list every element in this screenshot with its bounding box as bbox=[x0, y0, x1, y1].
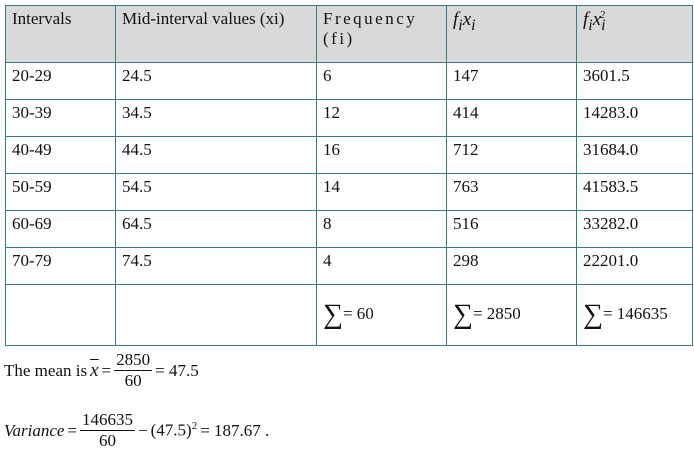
table-cell: 14283.0 bbox=[576, 99, 693, 137]
table-cell: 414 bbox=[446, 99, 577, 137]
denominator: 60 bbox=[99, 431, 117, 450]
text: = 47.5 bbox=[155, 360, 199, 380]
table-row: 40-49 44.5 16 712 31684.0 bbox=[5, 136, 693, 174]
table-cell: 298 bbox=[446, 247, 577, 285]
table-cell: 74.5 bbox=[115, 247, 317, 285]
table-cell: 54.5 bbox=[115, 173, 317, 211]
table-body: 20-29 24.5 6 147 3601.5 30-39 34.5 12 414 14283.0… bbox=[5, 62, 693, 346]
total-value: = 146635 bbox=[602, 304, 668, 323]
sub: i bbox=[471, 16, 476, 34]
table-row: 50-59 54.5 14 763 41583.5 bbox=[5, 173, 693, 211]
var: f bbox=[583, 9, 589, 31]
table-cell: 147 bbox=[446, 62, 577, 100]
table-cell: 70-79 bbox=[5, 247, 116, 285]
sum-sign: ∑ bbox=[453, 299, 473, 330]
header-cell: Intervals bbox=[5, 5, 116, 63]
totals-row: ∑= 60 ∑= 2850 ∑= 146635 bbox=[5, 284, 693, 346]
variance-line: Variance = 146635 60 − (47.5)2 = 187.67 . bbox=[4, 410, 269, 451]
total-cell: ∑= 60 bbox=[316, 284, 447, 346]
math: fixi2 bbox=[583, 9, 606, 34]
mean-line: The mean is x = 2850 60 = 47.5 bbox=[4, 350, 199, 391]
total-cell: ∑= 2850 bbox=[446, 284, 577, 346]
table-cell: 4 bbox=[316, 247, 447, 285]
table-row: 60-69 64.5 8 516 33282.0 bbox=[5, 210, 693, 248]
frequency-table: Intervals Mid-interval values (xi) Frequ… bbox=[5, 5, 693, 346]
text: The mean is bbox=[4, 360, 88, 380]
table-cell: 30-39 bbox=[5, 99, 116, 137]
table-row: 30-39 34.5 12 414 14283.0 bbox=[5, 99, 693, 137]
table-cell: 16 bbox=[316, 136, 447, 174]
text: (47.5) bbox=[150, 420, 192, 440]
table-cell: 34.5 bbox=[115, 99, 317, 137]
sub: i bbox=[588, 17, 593, 35]
table-cell: 12 bbox=[316, 99, 447, 137]
text: − bbox=[138, 420, 148, 440]
text: = bbox=[67, 420, 78, 440]
table-cell bbox=[5, 284, 116, 346]
table-cell: 24.5 bbox=[115, 62, 317, 100]
total-cell: ∑= 146635 bbox=[576, 284, 693, 346]
table-cell: 3601.5 bbox=[576, 62, 693, 100]
table-cell: 31684.0 bbox=[576, 136, 693, 174]
table-cell: 40-49 bbox=[5, 136, 116, 174]
header-row: Intervals Mid-interval values (xi) Frequ… bbox=[5, 5, 693, 63]
table-cell: 516 bbox=[446, 210, 577, 248]
power: (47.5)2 bbox=[151, 420, 198, 441]
text: = 187.67 . bbox=[200, 420, 270, 440]
symbol: x bbox=[90, 359, 99, 381]
table-cell: 712 bbox=[446, 136, 577, 174]
table-cell: 41583.5 bbox=[576, 173, 693, 211]
table-cell: 33282.0 bbox=[576, 210, 693, 248]
sub: i bbox=[458, 16, 463, 34]
fraction: 2850 60 bbox=[114, 350, 153, 391]
header-cell: fixi2 bbox=[576, 5, 693, 63]
table-cell: 20-29 bbox=[5, 62, 116, 100]
table-cell: 64.5 bbox=[115, 210, 317, 248]
table-row: 70-79 74.5 4 298 22201.0 bbox=[5, 247, 693, 285]
table-cell: 8 bbox=[316, 210, 447, 248]
numerator: 146635 bbox=[80, 410, 136, 431]
table-cell: 6 bbox=[316, 62, 447, 100]
var: x bbox=[592, 9, 602, 31]
denominator: 60 bbox=[124, 371, 142, 390]
total-value: = 2850 bbox=[472, 304, 521, 323]
sup: 2 bbox=[599, 9, 606, 21]
table-row: 20-29 24.5 6 147 3601.5 bbox=[5, 62, 693, 100]
text: = bbox=[101, 360, 112, 380]
header-cell: Frequency (fi) bbox=[316, 5, 447, 63]
math: fixi bbox=[453, 9, 476, 34]
sum-sign: ∑ bbox=[583, 299, 603, 330]
numerator: 2850 bbox=[114, 350, 153, 371]
var: f bbox=[453, 9, 459, 30]
table-cell bbox=[115, 284, 317, 346]
table-cell: 22201.0 bbox=[576, 247, 693, 285]
table-cell: 14 bbox=[316, 173, 447, 211]
var: x bbox=[462, 9, 472, 30]
total-value: = 60 bbox=[342, 304, 374, 323]
sub: i bbox=[601, 17, 606, 35]
table-cell: 763 bbox=[446, 173, 577, 211]
fraction: 146635 60 bbox=[80, 410, 136, 451]
sup: 2 bbox=[191, 420, 198, 433]
header-cell: fixi bbox=[446, 5, 577, 63]
header-cell: Mid-interval values (xi) bbox=[115, 5, 317, 63]
table-cell: 44.5 bbox=[115, 136, 317, 174]
table-cell: 50-59 bbox=[5, 173, 116, 211]
sum-sign: ∑ bbox=[323, 299, 343, 330]
text: Variance bbox=[4, 420, 65, 440]
table-cell: 60-69 bbox=[5, 210, 116, 248]
